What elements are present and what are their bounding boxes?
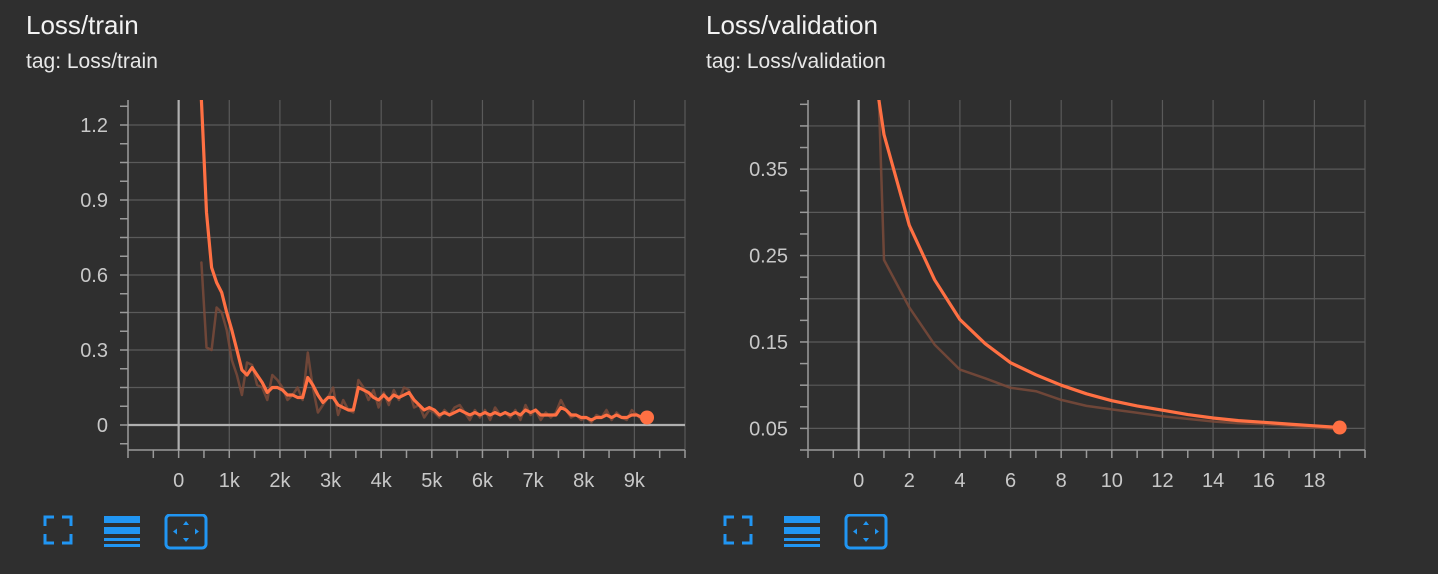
x-tick-label: 12 bbox=[1151, 470, 1173, 492]
x-tick-label: 10 bbox=[1101, 470, 1123, 492]
fullscreen-button[interactable] bbox=[42, 514, 86, 550]
lines-icon bbox=[784, 516, 820, 547]
x-tick-label: 16 bbox=[1253, 470, 1275, 492]
fit-domain-icon bbox=[164, 514, 208, 550]
x-tick-label: 4 bbox=[954, 470, 965, 492]
chart-title: Loss/train bbox=[26, 10, 139, 40]
chart-card-validation: Loss/validation tag: Loss/validation 0 2 4… bbox=[706, 0, 1386, 574]
x-tick-label: 2 bbox=[904, 470, 915, 492]
chart-title: Loss/validation bbox=[706, 10, 878, 40]
fullscreen-icon bbox=[723, 515, 753, 545]
fit-domain-button[interactable] bbox=[844, 514, 888, 550]
y-tick-label: 0.15 bbox=[749, 332, 788, 354]
series-end-marker bbox=[640, 410, 655, 425]
chart-tag: tag: Loss/validation bbox=[706, 50, 886, 73]
x-tick-label: 18 bbox=[1303, 470, 1325, 492]
fit-domain-icon bbox=[844, 514, 888, 550]
y-tick-label: 0 bbox=[97, 415, 108, 437]
x-tick-label: 4k bbox=[371, 470, 393, 492]
series-end-marker bbox=[1332, 420, 1347, 435]
lines-icon bbox=[104, 516, 140, 547]
x-tick-label: 5k bbox=[421, 470, 443, 492]
x-tick-label: 0 bbox=[853, 470, 864, 492]
fullscreen-button[interactable] bbox=[722, 514, 766, 550]
y-tick-label: 0.3 bbox=[80, 340, 108, 362]
fullscreen-icon bbox=[43, 515, 73, 545]
x-tick-label: 2k bbox=[269, 470, 291, 492]
x-tick-label: 8k bbox=[573, 470, 595, 492]
chart-tag: tag: Loss/train bbox=[26, 50, 158, 73]
x-tick-label: 9k bbox=[624, 470, 646, 492]
chart-plot-train[interactable]: 0 1k 2k 3k 4k 5k 6k 7k 8k 9k 0 0.3 0.6 0.9 1.2 bbox=[26, 0, 706, 574]
x-tick-label: 3k bbox=[320, 470, 342, 492]
chart-plot-validation[interactable]: 0 2 4 6 8 10 12 14 16 18 0.05 0.15 0.25 0.35 bbox=[706, 0, 1386, 574]
x-tick-label: 0 bbox=[173, 470, 184, 492]
series-line-raw bbox=[877, 100, 1341, 431]
series-line-raw bbox=[200, 261, 649, 424]
series-line-smoothed bbox=[877, 100, 1342, 430]
y-tick-label: 0.9 bbox=[80, 190, 108, 212]
x-tick-label: 7k bbox=[523, 470, 545, 492]
x-tick-label: 1k bbox=[219, 470, 241, 492]
y-tick-label: 0.6 bbox=[80, 265, 108, 287]
y-tick-label: 0.35 bbox=[749, 159, 788, 181]
y-tick-label: 0.05 bbox=[749, 418, 788, 440]
toggle-lines-button[interactable] bbox=[104, 514, 148, 550]
x-tick-label: 14 bbox=[1202, 470, 1224, 492]
grid bbox=[127, 100, 686, 450]
chart-card-train: Loss/train tag: Loss/train 0 1k 2k 3k 4k 5k 6k… bbox=[26, 0, 706, 574]
toggle-lines-button[interactable] bbox=[784, 514, 828, 550]
fit-domain-button[interactable] bbox=[164, 514, 208, 550]
x-tick-label: 6 bbox=[1005, 470, 1016, 492]
series-line-smoothed bbox=[199, 100, 649, 422]
y-tick-label: 1.2 bbox=[80, 115, 108, 137]
x-tick-label: 8 bbox=[1056, 470, 1067, 492]
y-tick-label: 0.25 bbox=[749, 246, 788, 268]
x-tick-label: 6k bbox=[472, 470, 494, 492]
